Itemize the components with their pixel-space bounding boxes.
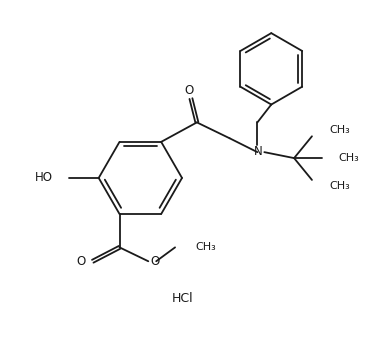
- Text: HO: HO: [35, 172, 53, 184]
- Text: CH₃: CH₃: [330, 125, 351, 135]
- Text: O: O: [184, 84, 194, 97]
- Text: CH₃: CH₃: [339, 153, 359, 163]
- Text: O: O: [150, 255, 160, 268]
- Text: CH₃: CH₃: [195, 242, 216, 252]
- Text: N: N: [254, 145, 263, 158]
- Text: HCl: HCl: [172, 293, 194, 306]
- Text: CH₃: CH₃: [330, 181, 351, 191]
- Text: O: O: [76, 255, 86, 268]
